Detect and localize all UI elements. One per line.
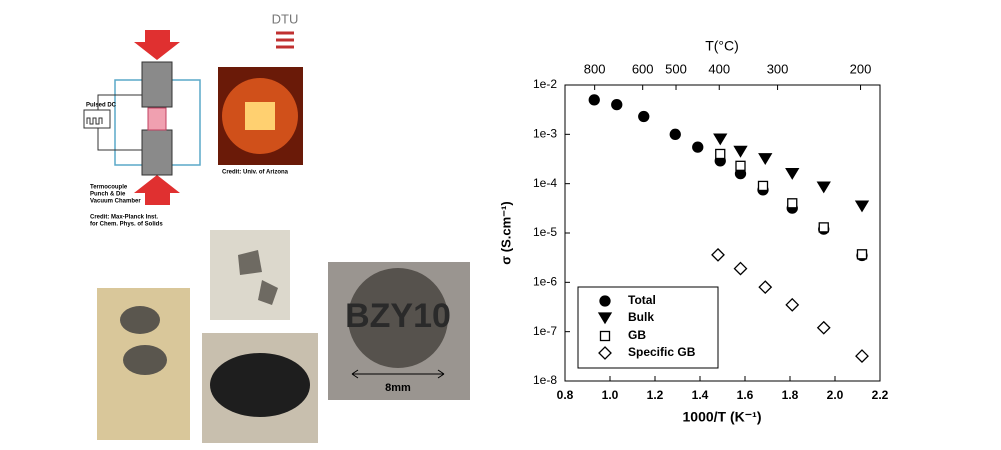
fragment <box>238 250 262 275</box>
point <box>692 141 704 153</box>
disc <box>348 268 448 368</box>
die <box>147 107 167 131</box>
point <box>711 247 725 262</box>
point <box>735 160 746 171</box>
point <box>669 128 681 140</box>
point <box>611 98 623 111</box>
scale-arrow <box>351 369 445 379</box>
point <box>816 320 831 335</box>
point <box>588 94 600 106</box>
y-tick-label: 1e-8 <box>533 373 557 387</box>
point <box>758 153 773 166</box>
y-tick-label: 1e-5 <box>533 225 557 239</box>
x2-tick-label: 600 <box>632 61 654 76</box>
sps-label: Punch & Die <box>90 192 126 198</box>
pellet <box>120 306 160 334</box>
arrow-up <box>134 175 180 205</box>
scale-text: 8mm <box>385 382 411 394</box>
sample-text: BZY10 <box>345 297 451 335</box>
point <box>816 181 831 194</box>
sps-label: Vacuum Chamber <box>90 199 141 205</box>
x-tick-label: 1.6 <box>737 388 754 402</box>
y-tick-label: 1e-7 <box>533 324 557 338</box>
y-tick-label: 1e-2 <box>533 77 557 91</box>
x-tick-label: 2.2 <box>872 388 889 402</box>
y-label: σ (S.cm⁻¹) <box>498 201 513 264</box>
x-tick-label: 1.8 <box>782 388 799 402</box>
legend-label: Bulk <box>628 310 654 324</box>
point <box>856 249 868 260</box>
disc <box>210 353 310 417</box>
x2-tick-label: 200 <box>850 61 872 76</box>
point <box>785 297 800 312</box>
point <box>638 110 650 123</box>
pulse <box>86 117 103 125</box>
pellet <box>123 345 167 375</box>
x2-label: T(°C) <box>705 38 739 54</box>
credit: for Chem. Phys. of Solids <box>90 222 163 228</box>
sps-label: Termocouple <box>90 185 128 191</box>
y-tick-label: 1e-6 <box>533 275 557 289</box>
point <box>854 200 870 213</box>
point <box>733 145 748 158</box>
point <box>787 198 798 209</box>
y-tick-label: 1e-4 <box>533 176 557 190</box>
x-tick-label: 1.4 <box>692 388 709 402</box>
x-tick-label: 1.2 <box>647 388 664 402</box>
y-tick-label: 1e-3 <box>533 127 557 141</box>
arrow-down <box>134 30 180 60</box>
point <box>733 261 748 276</box>
point <box>785 167 800 180</box>
dtu-marks <box>276 31 294 49</box>
sps-diagram: Pulsed DC Termocouple Punch & Die Vacuum… <box>83 30 201 228</box>
legend-label: GB <box>628 328 646 342</box>
credit: Credit: Max-Planck Inst. <box>90 215 158 221</box>
photo-fragments <box>210 230 290 320</box>
x2-tick-label: 400 <box>708 61 730 76</box>
point <box>758 280 773 295</box>
x2-tick-label: 500 <box>665 61 687 76</box>
pulse-box <box>83 109 111 129</box>
x2-tick-label: 300 <box>767 61 789 76</box>
credit: Credit: Univ. of Arizona <box>222 170 289 176</box>
x-tick-label: 1.0 <box>602 388 619 402</box>
pulsed-dc: Pulsed DC <box>86 103 117 109</box>
legend-marker <box>597 312 613 325</box>
fragment <box>258 280 278 305</box>
point <box>818 222 829 233</box>
legend-label: Total <box>628 293 656 307</box>
legend-marker <box>599 295 611 307</box>
point <box>713 133 728 146</box>
hot-sample <box>245 102 275 130</box>
punch <box>141 129 173 176</box>
point <box>757 180 769 192</box>
legend-marker <box>598 346 612 360</box>
legend-marker <box>599 330 611 342</box>
dtu-logo: DTU <box>272 11 299 26</box>
legend-label: Specific GB <box>628 345 696 359</box>
x-tick-label: 2.0 <box>827 388 844 402</box>
x-tick-label: 0.8 <box>557 388 574 402</box>
point <box>855 349 869 363</box>
x-label: 1000/T (K⁻¹) <box>683 409 762 425</box>
x2-tick-label: 800 <box>584 61 606 76</box>
punch <box>141 61 173 108</box>
point <box>715 148 726 160</box>
